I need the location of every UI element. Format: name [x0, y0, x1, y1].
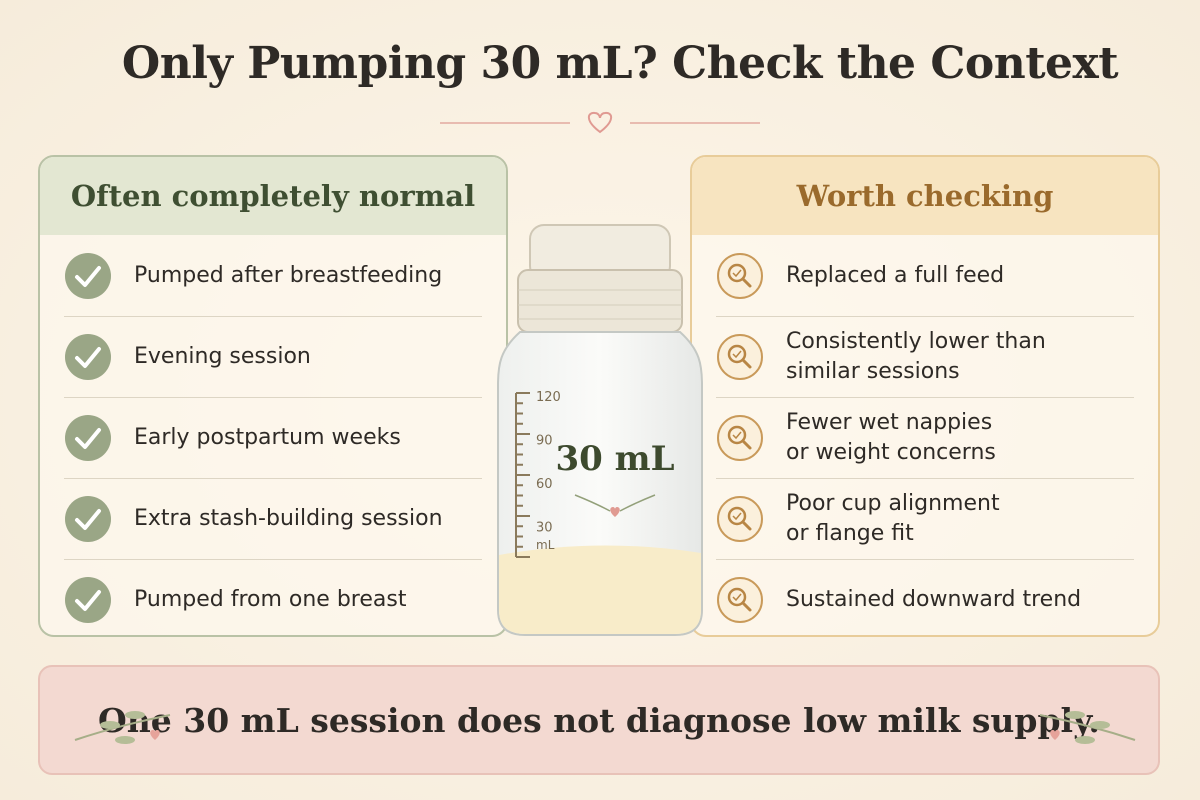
- title: Only Pumping 30 mL? Check the Context: [121, 38, 1119, 89]
- list-item: Evening session: [64, 316, 482, 398]
- item-text: Sustained downward trend: [786, 585, 1081, 615]
- item-line: Pumped after breastfeeding: [134, 262, 443, 288]
- item-line: Extra stash-building session: [134, 505, 443, 531]
- list-item: Consistently lower than similar sessions: [716, 316, 1134, 398]
- search-icon: [717, 414, 763, 461]
- scale-label: 90: [536, 434, 553, 449]
- item-line: Consistently lower than: [786, 328, 1046, 354]
- item-line: Evening session: [134, 343, 311, 369]
- item-line: Early postpartum weeks: [134, 424, 401, 450]
- footer-text: One 30 mL session does not diagnose low …: [98, 700, 1100, 740]
- item-text: Evening session: [134, 342, 311, 372]
- bottle-label: 30 mL: [555, 439, 674, 479]
- footer-banner: One 30 mL session does not diagnose low …: [38, 665, 1160, 775]
- divider: [440, 111, 760, 134]
- item-text: Early postpartum weeks: [134, 423, 401, 453]
- list-item: Pumped from one breast: [64, 559, 482, 635]
- bottle: 30 mL 120 90 60 30 mL: [497, 224, 703, 636]
- item-line: or weight concerns: [786, 439, 996, 465]
- item-line: or flange fit: [786, 520, 914, 546]
- list-item: Poor cup alignment or flange fit: [716, 478, 1134, 560]
- check-icon: [65, 414, 111, 461]
- item-line: Replaced a full feed: [786, 262, 1005, 288]
- list-item: Extra stash-building session: [64, 478, 482, 560]
- item-line: Poor cup alignment: [786, 490, 1000, 516]
- check-icon: [65, 252, 111, 299]
- item-text: Consistently lower than similar sessions: [786, 327, 1046, 387]
- scale-unit: mL: [536, 538, 555, 552]
- item-text: Poor cup alignment or flange fit: [786, 489, 1000, 549]
- list-item: Replaced a full feed: [716, 235, 1134, 317]
- panel-heading: Often completely normal: [40, 157, 506, 235]
- item-text: Fewer wet nappies or weight concerns: [786, 408, 996, 468]
- item-text: Pumped from one breast: [134, 585, 406, 615]
- scale-label: 120: [536, 390, 561, 405]
- sprig: [74, 711, 171, 744]
- list-item: Pumped after breastfeeding: [64, 235, 482, 317]
- list-item: Fewer wet nappies or weight concerns: [716, 397, 1134, 479]
- item-line: Pumped from one breast: [134, 586, 407, 612]
- item-text: Replaced a full feed: [786, 261, 1004, 291]
- panel-heading: Worth checking: [692, 157, 1158, 235]
- list-item: Early postpartum weeks: [64, 397, 482, 479]
- item-text: Pumped after breastfeeding: [134, 261, 442, 291]
- scale-label: 30: [536, 521, 553, 536]
- normal-panel: Often completely normal Pumped after bre…: [38, 155, 508, 637]
- check-icon: [65, 333, 111, 380]
- item-text: Extra stash-building session: [134, 504, 443, 534]
- scale-label: 60: [536, 477, 553, 492]
- list-item: Sustained downward trend: [716, 559, 1134, 635]
- check-panel: Worth checking Replaced a full feed Consi…: [690, 155, 1160, 637]
- item-line: Fewer wet nappies: [786, 409, 993, 435]
- item-line: Sustained downward trend: [786, 586, 1082, 612]
- item-line: similar sessions: [786, 358, 960, 384]
- check-icon: [65, 576, 111, 623]
- search-icon: [717, 333, 763, 380]
- check-icon: [65, 495, 111, 542]
- search-icon: [717, 495, 763, 542]
- sprig: [1039, 711, 1136, 744]
- search-icon: [717, 252, 763, 299]
- search-icon: [717, 576, 763, 623]
